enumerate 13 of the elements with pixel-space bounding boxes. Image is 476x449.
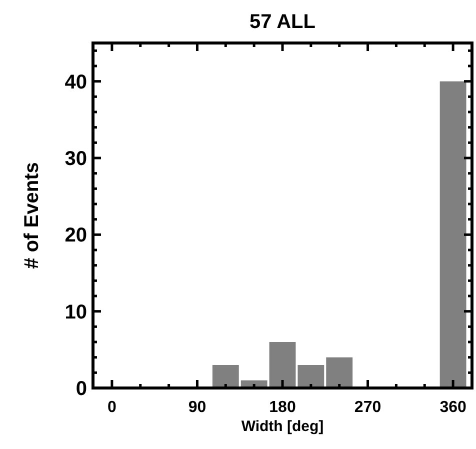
x-tick-label: 90	[188, 399, 206, 416]
y-tick-label: 20	[64, 224, 87, 247]
y-tick-label: 40	[64, 71, 87, 94]
y-tick-label: 10	[64, 301, 87, 324]
y-axis-title: # of Events	[21, 162, 43, 269]
x-axis-title: Width [deg]	[241, 418, 324, 435]
y-tick-label: 0	[76, 378, 87, 400]
x-tick-label: 180	[269, 399, 296, 416]
x-tick-label: 0	[107, 399, 116, 416]
y-tick-label: 30	[64, 148, 87, 170]
x-tick-label: 270	[354, 399, 382, 416]
x-tick-label: 360	[440, 399, 466, 416]
chart-title: 57 ALL	[250, 11, 316, 33]
